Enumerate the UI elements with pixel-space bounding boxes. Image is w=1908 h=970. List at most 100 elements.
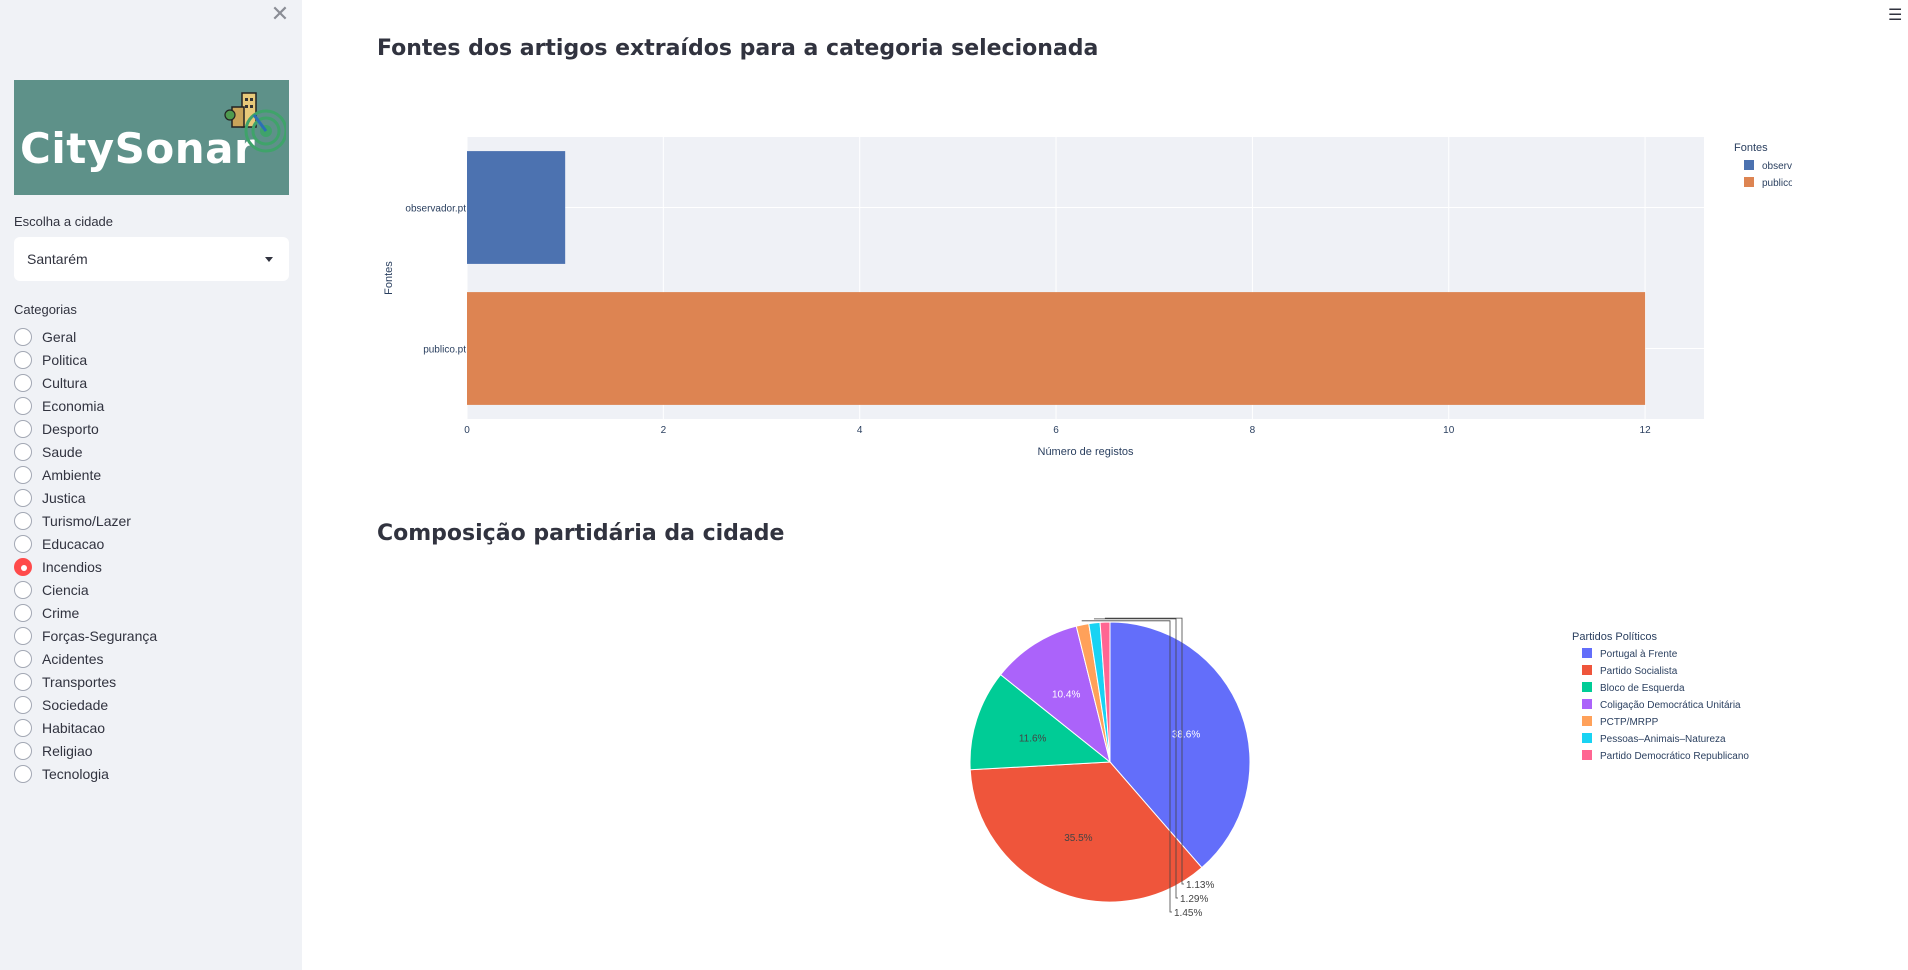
radio-label: Acidentes [42,650,104,667]
category-radio-incendios[interactable]: Incendios [14,555,157,578]
radio-button[interactable] [14,511,32,530]
category-radio-acidentes[interactable]: Acidentes [14,647,157,670]
radio-button[interactable] [14,373,32,392]
parties-section-title: Composição partidária da cidade [377,521,785,546]
x-tick-label: 4 [857,425,863,436]
y-axis-title: Fontes [383,261,395,295]
radio-label: Turismo/Lazer [42,512,131,529]
pie-slice-1 [969,761,1203,903]
radio-button[interactable] [14,327,32,346]
radio-label: Forças-Segurança [42,627,158,644]
legend-swatch [1744,160,1754,170]
slice-label: 1.45% [1174,908,1202,919]
radio-label: Incendios [42,558,102,575]
category-radio-educacao[interactable]: Educacao [14,532,157,555]
category-radio-habitacao[interactable]: Habitacao [14,716,157,739]
radio-label: Geral [42,328,77,345]
radio-label: Economia [42,397,105,414]
legend-item: Coligação Democrática Unitária [1600,700,1741,711]
radio-label: Educacao [42,535,105,552]
radio-button[interactable] [14,626,32,645]
legend-item: PCTP/MRPP [1600,717,1659,728]
category-radio-transportes[interactable]: Transportes [14,670,157,693]
category-radio-turismo-lazer[interactable]: Turismo/Lazer [14,509,157,532]
legend-item: Partido Democrático Republicano [1600,751,1749,762]
parties-pie-chart: 38.6% 35.5% 11.6% 10.4% 1.45% 1.29% 1.13% Parti… [969,617,1749,919]
radio-button[interactable] [14,442,32,461]
legend-swatch [1582,699,1592,709]
legend-swatch [1582,716,1592,726]
x-tick-label: 2 [661,425,667,436]
radio-label: Saude [42,443,83,460]
legend-swatch [1582,750,1592,760]
legend-item: Bloco de Esquerda [1600,683,1685,694]
slice-label: 38.6% [1172,730,1200,741]
bar-observador-pt [467,151,566,264]
radio-button[interactable] [14,419,32,438]
category-radio-sociedade[interactable]: Sociedade [14,693,157,716]
city-radar-icon [224,92,286,153]
radio-button[interactable] [14,649,32,668]
category-radio-justica[interactable]: Justica [14,486,157,509]
category-radio-politica[interactable]: Politica [14,348,157,371]
bar-publico-pt [467,292,1646,405]
pie-slice-3 [999,625,1111,764]
radio-button[interactable] [14,396,32,415]
category-radio-crime[interactable]: Crime [14,601,157,624]
city-select[interactable]: Santarém [14,237,289,281]
sources-section-title: Fontes dos artigos extraídos para a cate… [377,36,1099,61]
radio-button[interactable] [14,350,32,369]
legend-item: Pessoas–Animais–Natureza [1600,734,1726,745]
radio-button[interactable] [14,672,32,691]
slice-label: 1.13% [1186,880,1214,891]
pie-slice-6 [1099,621,1111,763]
legend-item: Portugal à Frente [1600,649,1678,660]
radio-button[interactable] [14,764,32,783]
radio-label: Habitacao [42,719,106,736]
legend-item: Partido Socialista [1600,666,1678,677]
logo-text: CitySonar [20,124,256,173]
main-content: ☰ Fontes dos artigos extraídos para a ca… [302,0,1908,970]
legend-swatch [1582,682,1592,692]
pie-slice-0 [1109,621,1251,869]
radio-button[interactable] [14,488,32,507]
category-radio-ciencia[interactable]: Ciencia [14,578,157,601]
legend-item: observador.pt [1762,161,1792,172]
radio-label: Crime [42,604,80,621]
radio-button[interactable] [14,741,32,760]
category-radio-geral[interactable]: Geral [14,325,157,348]
radio-button[interactable] [14,557,32,576]
radio-button[interactable] [14,695,32,714]
close-icon[interactable]: ✕ [270,1,290,26]
slice-label: 11.6% [1019,733,1047,744]
radio-button[interactable] [14,603,32,622]
x-axis-title: Número de registos [1038,446,1134,458]
category-radio-tecnologia[interactable]: Tecnologia [14,762,157,785]
slice-label-connector [1093,618,1178,899]
radio-label: Cultura [42,374,88,391]
radio-button[interactable] [14,534,32,553]
categories-radio-group: Geral Politica Cultura Economia Desporto Saud… [14,325,157,785]
category-radio-ambiente[interactable]: Ambiente [14,463,157,486]
legend-item: publico.pt [1762,178,1792,189]
chevron-down-icon [265,257,273,262]
radio-button[interactable] [14,580,32,599]
category-radio-cultura[interactable]: Cultura [14,371,157,394]
radio-label: Tecnologia [42,765,109,782]
x-tick-label: 10 [1443,425,1455,436]
category-radio-for-as-seguran-a[interactable]: Forças-Segurança [14,624,157,647]
x-tick-label: 12 [1640,425,1652,436]
category-radio-economia[interactable]: Economia [14,394,157,417]
category-radio-religiao[interactable]: Religiao [14,739,157,762]
legend-swatch [1582,733,1592,743]
slice-label-connector [1081,620,1172,913]
hamburger-menu-icon[interactable]: ☰ [1888,7,1903,24]
radio-label: Sociedade [42,696,109,713]
radio-button[interactable] [14,718,32,737]
x-tick-label: 0 [464,425,470,436]
x-tick-label: 6 [1053,425,1059,436]
radio-button[interactable] [14,465,32,484]
category-radio-desporto[interactable]: Desporto [14,417,157,440]
category-radio-saude[interactable]: Saude [14,440,157,463]
